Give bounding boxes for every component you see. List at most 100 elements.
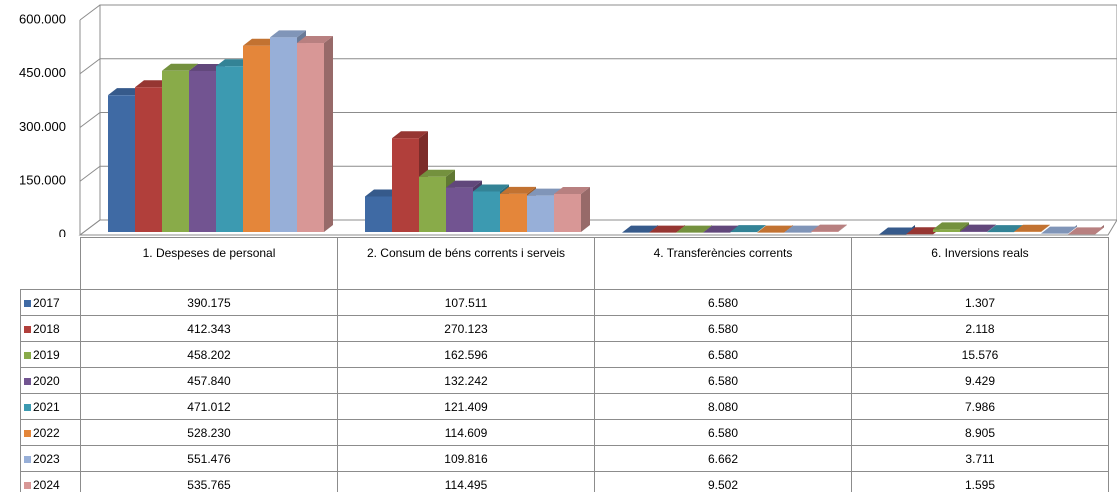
- y-tick-label: 150.000: [19, 173, 66, 188]
- data-label: 412.343: [80, 315, 338, 342]
- bar-front: [297, 43, 324, 232]
- legend-swatch: [24, 481, 31, 489]
- bar: [960, 224, 996, 232]
- bar: [676, 225, 712, 233]
- bar-top: [879, 227, 915, 235]
- legend-entry: 2021: [20, 393, 81, 420]
- bar-top: [1041, 226, 1077, 234]
- bar-front: [527, 195, 554, 232]
- data-label: 132.242: [337, 367, 595, 394]
- data-label: 114.609: [337, 419, 595, 446]
- data-label: 9.429: [851, 367, 1109, 394]
- grid-line: [79, 58, 1117, 75]
- bar-top: [784, 225, 820, 233]
- bar-front: [500, 193, 527, 232]
- bar: [933, 222, 969, 232]
- bar-side: [987, 224, 996, 232]
- data-row: 2024 535.765 114.495 9.502 1.595: [20, 471, 1109, 492]
- bar-front: [189, 70, 216, 232]
- legend-swatch: [24, 377, 31, 385]
- data-label: 109.816: [337, 445, 595, 472]
- legend-entry: 2019: [20, 341, 81, 368]
- bar: [730, 225, 766, 233]
- data-label: 528.230: [80, 419, 338, 446]
- data-label: 162.596: [337, 341, 595, 368]
- bar-top: [649, 225, 685, 233]
- bar-front: [419, 176, 446, 232]
- data-label: 6.580: [594, 289, 852, 316]
- data-label: 6.580: [594, 341, 852, 368]
- bar: [757, 225, 793, 233]
- data-label: 1.595: [851, 471, 1109, 492]
- data-label: 457.840: [80, 367, 338, 394]
- bar-top: [554, 186, 590, 194]
- data-label: 121.409: [337, 393, 595, 420]
- bar: [879, 225, 915, 235]
- bar-top: [933, 222, 969, 230]
- bar-side: [324, 36, 333, 232]
- bar-front: [392, 138, 419, 232]
- header-row: 1. Despeses de personal 2. Consum de béns…: [21, 237, 1109, 290]
- data-label: 1.307: [851, 289, 1109, 316]
- bar-side: [1041, 224, 1050, 232]
- data-label: 270.123: [337, 315, 595, 342]
- data-label: 6.580: [594, 315, 852, 342]
- data-label: 3.711: [851, 445, 1109, 472]
- data-row: 2021 471.012 121.409 8.080 7.986: [20, 393, 1109, 420]
- bar-top: [622, 225, 658, 233]
- y-tick-label: 600.000: [19, 11, 66, 26]
- bar: [811, 224, 847, 232]
- bar-front: [365, 196, 392, 232]
- bar-top: [500, 186, 536, 194]
- bar-top: [987, 225, 1023, 233]
- bar: [622, 225, 658, 233]
- bar-top: [446, 180, 482, 188]
- legend-swatch: [24, 299, 31, 307]
- bar-top: [297, 36, 333, 44]
- data-label: 6.580: [594, 419, 852, 446]
- grid-line: [79, 219, 1117, 236]
- bar-top: [162, 63, 198, 71]
- bar-top: [676, 225, 712, 233]
- legend-entry: 2022: [20, 419, 81, 446]
- data-label: 390.175: [80, 289, 338, 316]
- grid-line: [79, 4, 1117, 21]
- legend-label: 2021: [33, 399, 60, 414]
- data-label: 8.905: [851, 419, 1109, 446]
- legend-swatch: [24, 351, 31, 359]
- legend-entry: 2018: [20, 315, 81, 342]
- bar-front: [162, 70, 189, 233]
- legend-label: 2017: [33, 295, 60, 310]
- grid-line: [79, 165, 1117, 182]
- data-label: 7.986: [851, 393, 1109, 420]
- bar-front: [446, 187, 473, 232]
- bar-front: [554, 193, 581, 232]
- bar-top: [1014, 224, 1050, 232]
- bar: [649, 225, 685, 233]
- bar-top: [703, 225, 739, 233]
- data-row: 2019 458.202 162.596 6.580 15.576: [20, 341, 1109, 368]
- data-label: 458.202: [80, 341, 338, 368]
- y-tick-label: 300.000: [19, 119, 66, 134]
- category-label: 6. Inversions reals: [851, 237, 1109, 290]
- legend-swatch: [24, 325, 31, 333]
- bar-top: [757, 225, 793, 233]
- data-row: 2023 551.476 109.816 6.662 3.711: [20, 445, 1109, 472]
- bar-top: [811, 224, 847, 232]
- category-label: 2. Consum de béns corrents i serveis: [337, 237, 595, 290]
- bar-front: [243, 45, 270, 232]
- legend-swatch: [24, 455, 31, 463]
- category-label: 4. Transferències corrents: [594, 237, 852, 290]
- bar-top: [730, 225, 766, 233]
- bar-top: [906, 227, 942, 235]
- data-label: 471.012: [80, 393, 338, 420]
- legend-entry: 2020: [20, 367, 81, 394]
- bar: [1068, 225, 1104, 235]
- category-label: 1. Despeses de personal: [80, 237, 338, 290]
- bar: [1041, 225, 1077, 234]
- legend-swatch: [24, 429, 31, 437]
- data-row: 2017 390.175 107.511 6.580 1.307: [20, 289, 1109, 316]
- bar-front: [473, 191, 500, 232]
- bar-front: [933, 229, 960, 232]
- data-label: 9.502: [594, 471, 852, 492]
